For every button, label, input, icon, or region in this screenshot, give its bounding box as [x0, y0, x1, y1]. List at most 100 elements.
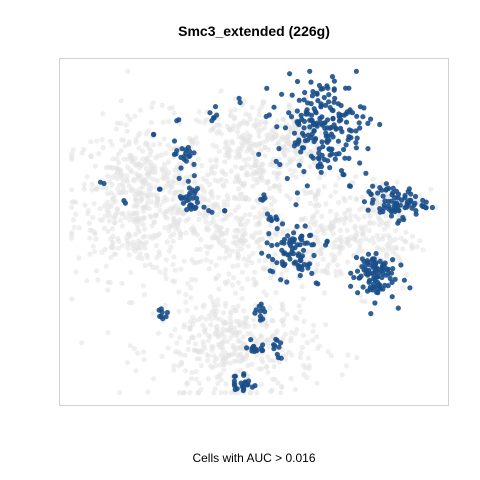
background-cell-point	[386, 233, 391, 238]
high-auc-cell-point	[377, 206, 382, 211]
background-cell-point	[171, 216, 176, 221]
background-cell-point	[310, 329, 315, 334]
background-cell-point	[400, 246, 405, 251]
background-cell-point	[188, 319, 193, 324]
background-cell-point	[194, 247, 199, 252]
high-auc-cell-point	[302, 125, 307, 130]
high-auc-cell-point	[344, 120, 349, 125]
high-auc-cell-point	[276, 146, 281, 151]
high-auc-cell-point	[344, 142, 349, 147]
background-cell-point	[144, 252, 149, 257]
background-cell-point	[205, 251, 210, 256]
background-cell-point	[89, 182, 94, 187]
background-cell-point	[73, 269, 78, 274]
background-cell-point	[306, 356, 311, 361]
background-cell-point	[213, 164, 218, 169]
background-cell-point	[183, 292, 188, 297]
high-auc-cell-point	[284, 279, 289, 284]
background-cell-point	[172, 327, 177, 332]
background-cell-point	[301, 372, 306, 377]
background-cell-point	[393, 252, 398, 257]
background-cell-point	[258, 333, 263, 338]
background-cell-point	[191, 335, 196, 340]
background-cell-point	[120, 223, 125, 228]
background-cell-point	[107, 179, 112, 184]
background-cell-point	[133, 368, 138, 373]
high-auc-cell-point	[311, 253, 316, 258]
background-cell-point	[125, 360, 130, 365]
high-auc-cell-point	[370, 257, 375, 262]
high-auc-cell-point	[378, 286, 383, 291]
background-cell-point	[281, 322, 286, 327]
high-auc-cell-point	[366, 280, 371, 285]
background-cell-point	[378, 218, 383, 223]
background-cell-point	[214, 276, 219, 281]
background-cell-point	[90, 215, 95, 220]
high-auc-cell-point	[357, 120, 362, 125]
high-auc-cell-point	[347, 183, 352, 188]
background-cell-point	[339, 239, 344, 244]
background-cell-point	[216, 128, 221, 133]
background-cell-point	[241, 183, 246, 188]
background-cell-point	[178, 352, 183, 357]
background-cell-point	[283, 145, 288, 150]
high-auc-cell-point	[275, 352, 280, 357]
background-cell-point	[223, 381, 228, 386]
high-auc-cell-point	[287, 252, 292, 257]
high-auc-cell-point	[306, 111, 311, 116]
background-cell-point	[148, 152, 153, 157]
background-cell-point	[343, 198, 348, 203]
background-cell-point	[236, 304, 241, 309]
high-auc-cell-point	[238, 100, 243, 105]
background-cell-point	[222, 238, 227, 243]
background-cell-point	[150, 235, 155, 240]
high-auc-cell-point	[186, 197, 191, 202]
high-auc-cell-point	[292, 131, 297, 136]
background-cell-point	[223, 390, 228, 395]
background-cell-point	[268, 223, 273, 228]
background-cell-point	[300, 345, 305, 350]
background-cell-point	[120, 177, 125, 182]
background-cell-point	[223, 244, 228, 249]
high-auc-cell-point	[325, 86, 330, 91]
background-cell-point	[231, 343, 236, 348]
high-auc-cell-point	[308, 233, 313, 238]
high-auc-cell-point	[327, 146, 332, 151]
background-cell-point	[96, 151, 101, 156]
background-cell-point	[289, 376, 294, 381]
background-cell-point	[108, 139, 113, 144]
high-auc-cell-point	[241, 388, 246, 393]
background-cell-point	[209, 244, 214, 249]
background-cell-point	[190, 315, 195, 320]
background-cell-point	[239, 166, 244, 171]
background-cell-point	[94, 138, 99, 143]
background-cell-point	[164, 172, 169, 177]
high-auc-cell-point	[285, 233, 290, 238]
background-cell-point	[82, 187, 87, 192]
background-cell-point	[285, 135, 290, 140]
high-auc-cell-point	[307, 69, 312, 74]
background-cell-point	[193, 341, 198, 346]
background-cell-point	[112, 252, 117, 257]
background-cell-point	[162, 162, 167, 167]
background-cell-point	[151, 376, 156, 381]
background-cell-point	[382, 227, 387, 232]
background-cell-point	[125, 113, 130, 118]
high-auc-cell-point	[312, 106, 317, 111]
background-cell-point	[151, 192, 156, 197]
background-cell-point	[215, 381, 220, 386]
high-auc-cell-point	[282, 250, 287, 255]
background-cell-point	[311, 323, 316, 328]
high-auc-cell-point	[259, 251, 264, 256]
background-cell-point	[359, 298, 364, 303]
background-cell-point	[236, 146, 241, 151]
background-cell-point	[185, 281, 190, 286]
background-cell-point	[285, 228, 290, 233]
high-auc-cell-point	[192, 206, 197, 211]
high-auc-cell-point	[213, 104, 218, 109]
background-cell-point	[87, 252, 92, 257]
background-cell-point	[375, 233, 380, 238]
high-auc-cell-point	[206, 208, 211, 213]
background-cell-point	[128, 343, 133, 348]
